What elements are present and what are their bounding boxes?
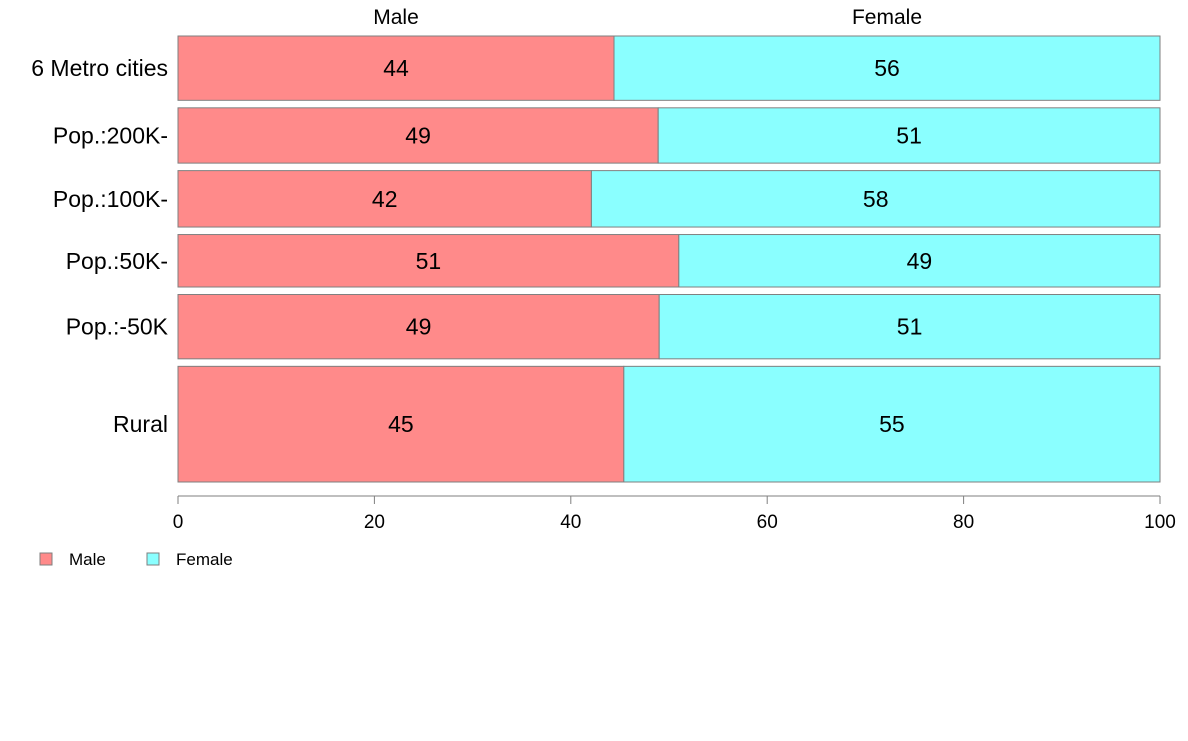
- bar-value-label-female: 56: [874, 55, 900, 81]
- bar-value-label-female: 51: [897, 314, 923, 340]
- bar-value-label-female: 58: [863, 186, 889, 212]
- column-header-male: Male: [373, 6, 419, 29]
- bar-value-label-male: 51: [416, 248, 442, 274]
- category-label-pop-100k: Pop.:100K-: [53, 186, 168, 212]
- legend-item-female: Female: [146, 550, 233, 569]
- x-tick-label: 60: [757, 512, 778, 533]
- category-label-pop-50k: Pop.:50K-: [66, 248, 168, 274]
- bar-female: [657, 107, 1161, 164]
- bars-group: 44 56 6 Metro cities 49 51 Pop.:200K- 42 58 Pop.…: [31, 35, 1161, 483]
- x-tick-label: 80: [953, 512, 974, 533]
- bar-row-pop-200k: 49 51 Pop.:200K-: [53, 107, 1161, 164]
- legend-item-male: Male: [39, 550, 106, 569]
- bar-female: [678, 234, 1161, 288]
- bar-female: [613, 35, 1161, 101]
- bar-male: [177, 234, 680, 288]
- bar-value-label-female: 49: [907, 248, 933, 274]
- bar-value-label-male: 49: [405, 122, 431, 148]
- x-axis: 0 20 40 60 80 100: [173, 495, 1176, 533]
- bar-row-pop-50k: 51 49 Pop.:50K-: [66, 234, 1161, 288]
- category-label-rural: Rural: [113, 411, 168, 437]
- bar-male: [177, 107, 659, 164]
- bar-value-label-male: 42: [372, 186, 398, 212]
- category-label-pop-200k: Pop.:200K-: [53, 122, 168, 148]
- bar-row-6-metro-cities: 44 56 6 Metro cities: [31, 35, 1161, 101]
- bar-female: [623, 365, 1161, 483]
- category-label-pop-50k: Pop.:-50K: [66, 314, 169, 340]
- bar-male: [177, 170, 592, 228]
- category-label-6-metro-cities: 6 Metro cities: [31, 55, 168, 81]
- bar-male: [177, 35, 615, 101]
- bar-value-label-male: 44: [383, 55, 409, 81]
- bar-value-label-female: 55: [879, 411, 905, 437]
- bar-value-label-male: 45: [388, 411, 414, 437]
- column-headers: Male Female: [373, 6, 922, 29]
- bar-value-label-male: 49: [406, 314, 432, 340]
- bar-row-pop-100k: 42 58 Pop.:100K-: [53, 170, 1161, 228]
- x-tick-label: 40: [560, 512, 581, 533]
- legend-label: Male: [69, 550, 106, 569]
- x-tick-label: 0: [173, 512, 184, 533]
- legend-swatch: [39, 552, 53, 566]
- bar-female: [658, 294, 1161, 360]
- x-tick-label: 20: [364, 512, 385, 533]
- bar-female: [590, 170, 1161, 228]
- legend-swatch: [146, 552, 160, 566]
- bar-row-rural: 45 55 Rural: [113, 365, 1161, 483]
- legend: Male Female: [39, 550, 233, 569]
- bar-male: [177, 294, 660, 360]
- legend-label: Female: [176, 550, 233, 569]
- column-header-female: Female: [852, 6, 922, 29]
- x-tick-label: 100: [1144, 512, 1176, 533]
- bar-value-label-female: 51: [896, 122, 922, 148]
- bar-row-pop-50k: 49 51 Pop.:-50K: [66, 294, 1161, 360]
